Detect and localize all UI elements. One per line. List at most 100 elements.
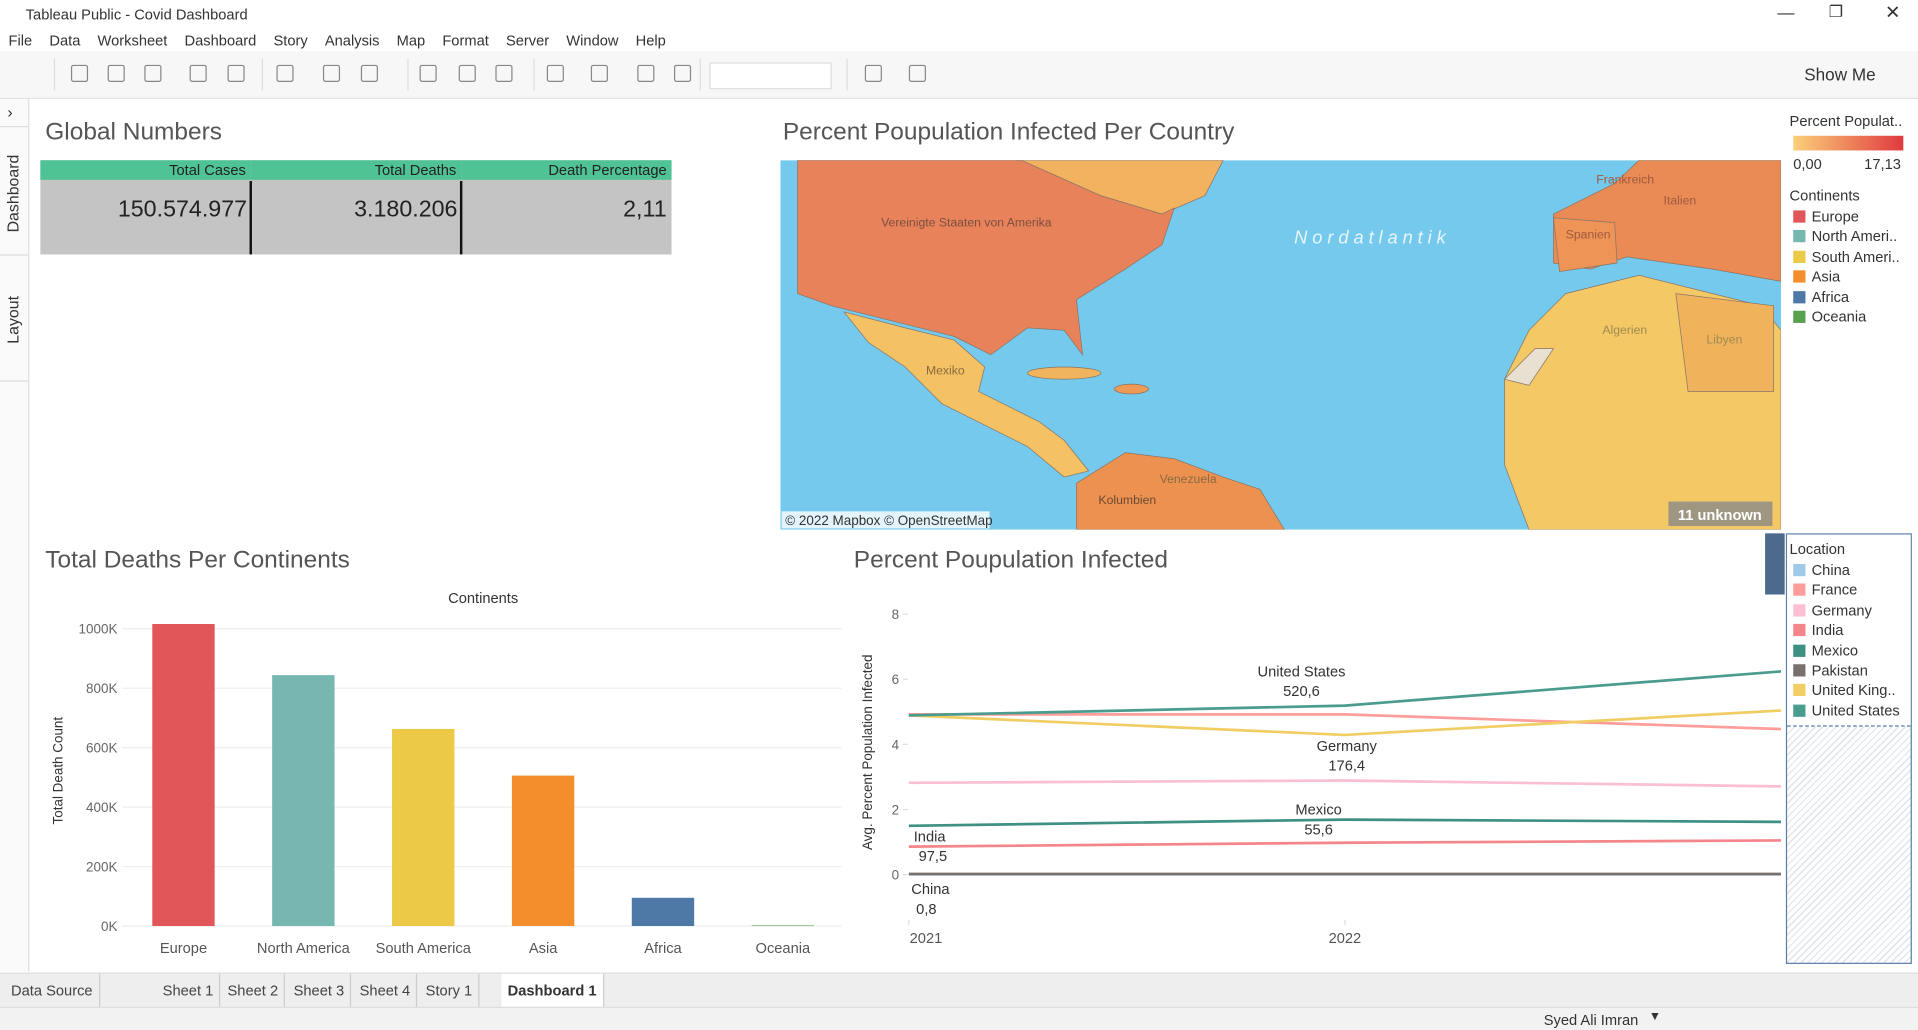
sheet-tab[interactable]: Story 1 bbox=[420, 973, 480, 1008]
cell: 3.180.206 bbox=[354, 196, 458, 223]
legend-item[interactable]: North Ameri.. bbox=[1793, 228, 1897, 245]
legend-item[interactable]: Mexico bbox=[1793, 642, 1858, 659]
legend-item[interactable]: Germany bbox=[1793, 602, 1872, 619]
menu-item[interactable]: Dashboard bbox=[184, 31, 257, 49]
legend-swatch bbox=[1793, 624, 1806, 637]
toolbar-icon[interactable] bbox=[144, 64, 162, 82]
menu-item[interactable]: Data bbox=[49, 31, 81, 49]
map-label: Vereinigte Staaten von Amerika bbox=[881, 215, 1052, 229]
y-tick-label: 2 bbox=[892, 802, 899, 817]
column-header: Death Percentage bbox=[461, 160, 672, 180]
menu-item[interactable]: Story bbox=[273, 31, 308, 49]
legend-item[interactable]: China bbox=[1793, 561, 1850, 579]
legend-item[interactable]: France bbox=[1793, 582, 1857, 599]
legend-item[interactable]: Africa bbox=[1793, 288, 1849, 305]
toolbar-icon[interactable] bbox=[322, 64, 341, 82]
sheet-tab[interactable]: Sheet 1 bbox=[157, 973, 221, 1008]
toolbar-icon[interactable] bbox=[276, 64, 294, 82]
legend-label: India bbox=[1811, 621, 1844, 639]
toolbar-icon[interactable] bbox=[546, 64, 564, 82]
annotation-value: 97,5 bbox=[919, 849, 948, 865]
menu-item[interactable]: Help bbox=[635, 31, 666, 49]
y-tick-label: 200K bbox=[86, 859, 117, 874]
menu-item[interactable]: Analysis bbox=[324, 31, 380, 49]
dropdown[interactable] bbox=[709, 62, 832, 90]
cell: 2,11 bbox=[623, 196, 667, 223]
sheet-tab[interactable]: Sheet 3 bbox=[287, 973, 352, 1008]
menu-item[interactable]: Window bbox=[566, 31, 619, 49]
annotation-title: Germany bbox=[1317, 739, 1378, 755]
minimize[interactable]: — bbox=[1777, 2, 1795, 23]
menu-item[interactable]: Format bbox=[442, 31, 489, 49]
toolbar-icon[interactable] bbox=[495, 64, 513, 82]
toolbar-icon[interactable] bbox=[70, 64, 89, 82]
toolbar-icon[interactable] bbox=[590, 64, 608, 82]
legend-swatch bbox=[1793, 210, 1806, 223]
legend-item[interactable]: United King.. bbox=[1793, 682, 1896, 699]
legend-max: 17,13 bbox=[1864, 155, 1901, 173]
show-me[interactable]: Show Me bbox=[1804, 64, 1876, 85]
toolbar-icon[interactable] bbox=[637, 64, 655, 82]
toolbar-icon[interactable] bbox=[458, 64, 476, 82]
menu-bar: File Data Worksheet Dashboard Story Analysis M… bbox=[0, 27, 1918, 51]
sheet-tab[interactable]: Data Source bbox=[5, 973, 100, 1008]
annotation-title: China bbox=[911, 882, 950, 898]
legend-item[interactable]: India bbox=[1793, 622, 1843, 639]
menu-item[interactable]: File bbox=[8, 31, 33, 49]
side-tabs: › Dashboard Layout bbox=[0, 99, 30, 972]
legend-controls[interactable] bbox=[1765, 533, 1785, 595]
menu-item[interactable]: Map bbox=[396, 31, 426, 49]
legend-title: Continents bbox=[1789, 187, 1860, 205]
user-name: Syed Ali Imran bbox=[1543, 1011, 1639, 1029]
close[interactable]: ✕ bbox=[1884, 2, 1901, 24]
y-tick-label: 8 bbox=[892, 607, 899, 622]
legend-item[interactable]: South Ameri.. bbox=[1793, 248, 1900, 265]
legend-label: France bbox=[1811, 581, 1858, 599]
bar bbox=[511, 775, 575, 927]
map: Vereinigte Staaten von Amerika Nordatlan… bbox=[780, 160, 1781, 530]
panel-title: Percent Poupulation Infected Per Country bbox=[782, 118, 1235, 146]
sheet-tab[interactable]: Sheet 4 bbox=[354, 973, 418, 1008]
menu-item[interactable]: Worksheet bbox=[97, 31, 168, 49]
legend-label: Germany bbox=[1811, 601, 1872, 619]
side-tab[interactable]: Layout bbox=[0, 256, 29, 382]
toolbar-icon[interactable] bbox=[908, 64, 926, 82]
toolbar-separator bbox=[407, 58, 409, 91]
annotation-value: 520,6 bbox=[1283, 684, 1320, 700]
toolbar-icon[interactable] bbox=[419, 64, 437, 82]
sheet-tab[interactable]: Sheet 2 bbox=[221, 973, 286, 1008]
annotation-title: Mexico bbox=[1295, 803, 1341, 819]
legend-swatch bbox=[1793, 664, 1806, 677]
toolbar-icon[interactable] bbox=[360, 64, 378, 82]
toolbar-icon[interactable] bbox=[864, 64, 882, 82]
panel-title: Percent Poupulation Infected bbox=[853, 546, 1168, 574]
map-label: Algerien bbox=[1602, 323, 1647, 337]
map-label: Italien bbox=[1664, 193, 1697, 207]
toolbar-icon[interactable] bbox=[227, 64, 245, 82]
expand[interactable]: › bbox=[0, 99, 29, 128]
legend-label: China bbox=[1811, 561, 1850, 579]
toolbar-icon[interactable] bbox=[107, 64, 125, 82]
annotation-value: 0,8 bbox=[916, 902, 936, 918]
toolbar-icon[interactable] bbox=[189, 64, 207, 82]
legend-item[interactable]: United States bbox=[1793, 702, 1900, 719]
sheet-tab[interactable]: Dashboard 1 bbox=[501, 973, 604, 1008]
legend-label: Pakistan bbox=[1811, 661, 1868, 679]
legend-item[interactable]: Pakistan bbox=[1793, 662, 1868, 679]
legend-swatch bbox=[1793, 230, 1806, 243]
toolbar-icon[interactable] bbox=[673, 64, 692, 82]
user-menu[interactable]: ▼ bbox=[1648, 1010, 1662, 1024]
x-tick-label: Oceania bbox=[756, 941, 811, 957]
title-bar: Tableau Public - Covid Dashboard — ❐ ✕ bbox=[0, 0, 1918, 27]
legend-item[interactable]: Asia bbox=[1793, 268, 1840, 285]
legend-item[interactable]: Oceania bbox=[1793, 308, 1866, 325]
legend-item[interactable]: Europe bbox=[1793, 208, 1859, 225]
unknown-indicator[interactable] bbox=[1668, 501, 1773, 527]
menu-item[interactable]: Server bbox=[505, 31, 550, 49]
color-ramp bbox=[1793, 135, 1904, 151]
x-tick-label: North America bbox=[257, 941, 351, 957]
side-tab[interactable]: Dashboard bbox=[0, 127, 29, 256]
legend-swatch bbox=[1793, 563, 1806, 577]
legend-swatch bbox=[1793, 310, 1806, 323]
restore[interactable]: ❐ bbox=[1828, 2, 1843, 21]
